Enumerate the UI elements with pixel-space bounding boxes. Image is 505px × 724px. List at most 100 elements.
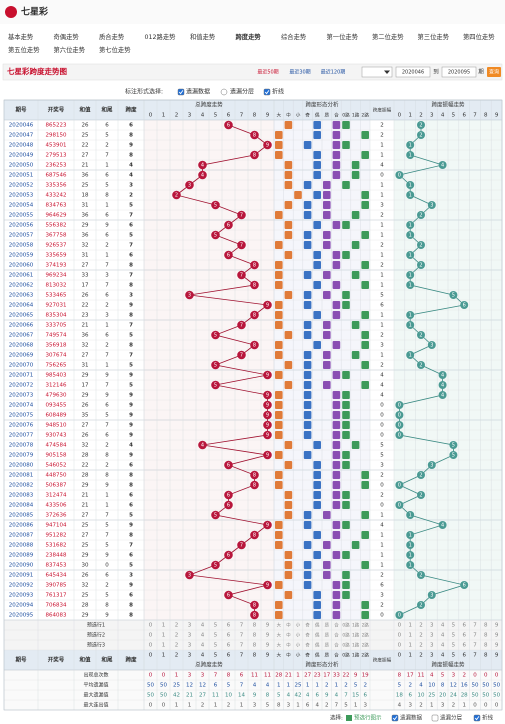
preselect-digit[interactable]: 1 (408, 633, 412, 639)
preselect-digit[interactable]: 9 (495, 633, 499, 639)
nav-tab[interactable]: 跨度走势 (236, 32, 262, 41)
preselect-digit[interactable]: 8 (253, 623, 257, 629)
preselect-digit[interactable]: 7 (473, 643, 477, 649)
preselect-digit[interactable]: 5 (214, 633, 218, 639)
checkbox[interactable] (391, 714, 399, 722)
preselect-digit[interactable]: 5 (214, 643, 218, 649)
preselect-shape[interactable]: 奇 (305, 642, 310, 649)
preselect-digit[interactable]: 9 (266, 623, 270, 629)
preselect-digit[interactable]: 0 (149, 623, 153, 629)
preselect-digit[interactable]: 0 (398, 633, 402, 639)
nav-tab[interactable]: 奇偶走势 (54, 32, 80, 41)
preselect-shape[interactable]: 1路 (352, 642, 360, 649)
legend-item[interactable]: 预选行图示 (354, 714, 382, 722)
to-input[interactable] (441, 66, 477, 78)
nav-tab[interactable]: 第二位走势 (372, 32, 404, 41)
nav-tab[interactable]: 第四位走势 (463, 32, 495, 41)
preselect-digit[interactable]: 1 (408, 623, 412, 629)
query-label[interactable]: 查询 (489, 69, 499, 76)
preselect-shape[interactable]: 0路 (342, 622, 350, 629)
preselect-digit[interactable]: 4 (201, 633, 205, 639)
preselect-digit[interactable]: 9 (495, 643, 499, 649)
nav-tab[interactable]: 第七位走势 (99, 45, 131, 54)
preselect-digit[interactable]: 3 (188, 633, 192, 639)
preselect-digit[interactable]: 4 (201, 643, 205, 649)
preselect-digit[interactable]: 8 (484, 633, 488, 639)
preselect-digit[interactable]: 4 (441, 643, 445, 649)
preselect-digit[interactable]: 9 (266, 643, 270, 649)
preselect-shape[interactable]: 2路 (362, 632, 370, 639)
preselect-shape[interactable]: 中 (286, 642, 290, 649)
preselect-shape[interactable]: 大 (277, 632, 282, 639)
preselect-shape[interactable]: 0路 (342, 632, 350, 639)
preselect-digit[interactable]: 9 (495, 623, 499, 629)
checkbox[interactable] (431, 714, 439, 722)
preselect-digit[interactable]: 8 (484, 623, 488, 629)
query-button[interactable] (487, 67, 501, 77)
preselect-label[interactable]: 预选行3 (87, 642, 105, 649)
preselect-digit[interactable]: 8 (253, 633, 257, 639)
preselect-digit[interactable]: 7 (240, 633, 244, 639)
nav-tab[interactable]: 第六位走势 (54, 45, 86, 54)
preselect-digit[interactable]: 5 (452, 633, 456, 639)
preselect-digit[interactable]: 6 (462, 623, 466, 629)
preselect-digit[interactable]: 0 (398, 643, 402, 649)
preselect-digit[interactable]: 7 (473, 633, 477, 639)
preselect-digit[interactable]: 4 (441, 623, 445, 629)
preselect-digit[interactable]: 6 (227, 633, 231, 639)
preselect-digit[interactable]: 5 (452, 643, 456, 649)
nav-tab[interactable]: 质合走势 (99, 32, 125, 41)
preselect-shape[interactable]: 质 (325, 642, 330, 649)
preselect-shape[interactable]: 偶 (315, 622, 320, 629)
preselect-shape[interactable]: 小 (296, 632, 301, 639)
preselect-digit[interactable]: 5 (452, 623, 456, 629)
preselect-shape[interactable]: 小 (296, 622, 301, 629)
checkbox[interactable] (263, 88, 271, 96)
preselect-digit[interactable]: 3 (188, 643, 192, 649)
nav-tab[interactable]: 和值走势 (190, 32, 216, 41)
preselect-digit[interactable]: 2 (175, 633, 179, 639)
preselect-digit[interactable]: 2 (419, 623, 423, 629)
preselect-digit[interactable]: 3 (430, 633, 434, 639)
preselect-shape[interactable]: 质 (325, 632, 330, 639)
preselect-shape[interactable]: 奇 (305, 632, 310, 639)
preselect-digit[interactable]: 2 (175, 623, 179, 629)
preselect-digit[interactable]: 1 (162, 623, 166, 629)
preselect-digit[interactable]: 0 (149, 633, 153, 639)
preselect-shape[interactable]: 合 (334, 642, 339, 649)
preselect-digit[interactable]: 3 (430, 643, 434, 649)
legend-swatch[interactable] (346, 715, 352, 721)
preselect-shape[interactable]: 大 (277, 622, 282, 629)
nav-tab[interactable]: 012路走势 (145, 32, 177, 41)
nav-tab[interactable]: 第三位走势 (418, 32, 450, 41)
preselect-digit[interactable]: 1 (162, 633, 166, 639)
preselect-shape[interactable]: 奇 (305, 622, 310, 629)
radio[interactable] (220, 88, 228, 96)
preselect-shape[interactable]: 1路 (352, 622, 360, 629)
preselect-digit[interactable]: 0 (398, 623, 402, 629)
preselect-shape[interactable]: 质 (325, 622, 330, 629)
preselect-digit[interactable]: 7 (240, 623, 244, 629)
legend-item[interactable]: 折线 (482, 714, 494, 722)
nav-tab[interactable]: 第一位走势 (327, 32, 359, 41)
preselect-shape[interactable]: 小 (296, 642, 301, 649)
preselect-shape[interactable]: 2路 (362, 642, 370, 649)
preselect-digit[interactable]: 7 (473, 623, 477, 629)
preselect-digit[interactable]: 3 (188, 623, 192, 629)
select-box[interactable] (361, 66, 393, 78)
legend-item[interactable]: 遗漏分层 (440, 714, 463, 722)
preselect-digit[interactable]: 3 (430, 623, 434, 629)
preselect-shape[interactable]: 中 (286, 622, 290, 629)
preselect-shape[interactable]: 合 (334, 632, 339, 639)
preselect-shape[interactable]: 偶 (315, 642, 320, 649)
preselect-digit[interactable]: 2 (419, 633, 423, 639)
preselect-shape[interactable]: 大 (277, 642, 282, 649)
range-link[interactable]: 最近50期 (257, 69, 278, 76)
preselect-digit[interactable]: 6 (227, 643, 231, 649)
preselect-digit[interactable]: 4 (441, 633, 445, 639)
preselect-shape[interactable]: 合 (334, 622, 339, 629)
preselect-digit[interactable]: 1 (162, 643, 166, 649)
checkbox[interactable] (473, 714, 481, 722)
preselect-label[interactable]: 预选行2 (87, 632, 105, 639)
range-link[interactable]: 最近30期 (289, 69, 310, 76)
